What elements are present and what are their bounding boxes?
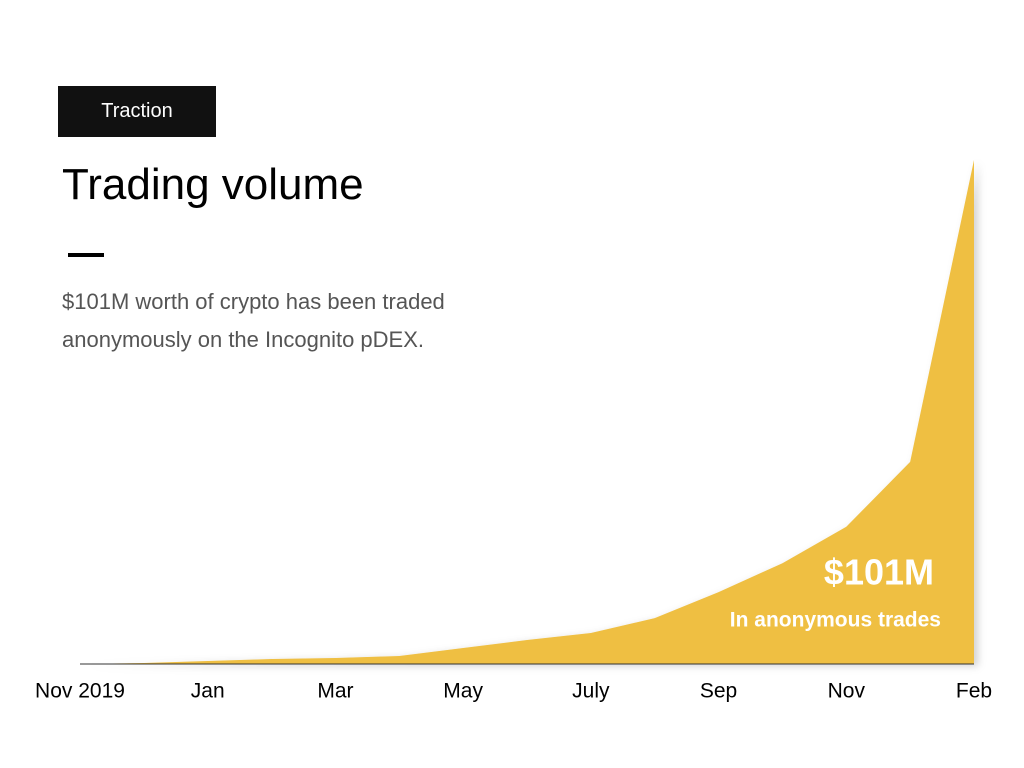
x-tick-label: Nov 2019 [35,680,125,703]
title-dash [68,253,104,257]
slide-title: Trading volume [62,160,364,209]
x-tick-label: July [572,680,610,703]
x-tick-label: Jan [191,680,225,703]
x-tick-label: Feb [956,680,992,703]
area [80,160,974,664]
x-tick-label: Mar [317,680,353,703]
x-tick-label: Sep [700,680,737,703]
section-tag: Traction [58,86,216,137]
x-tick-label: May [443,680,483,703]
x-tick-label: Nov [828,680,866,703]
annotation-caption: In anonymous trades [730,609,941,632]
annotation-value: $101M [824,552,934,593]
description: $101M worth of crypto has been traded an… [62,289,445,352]
